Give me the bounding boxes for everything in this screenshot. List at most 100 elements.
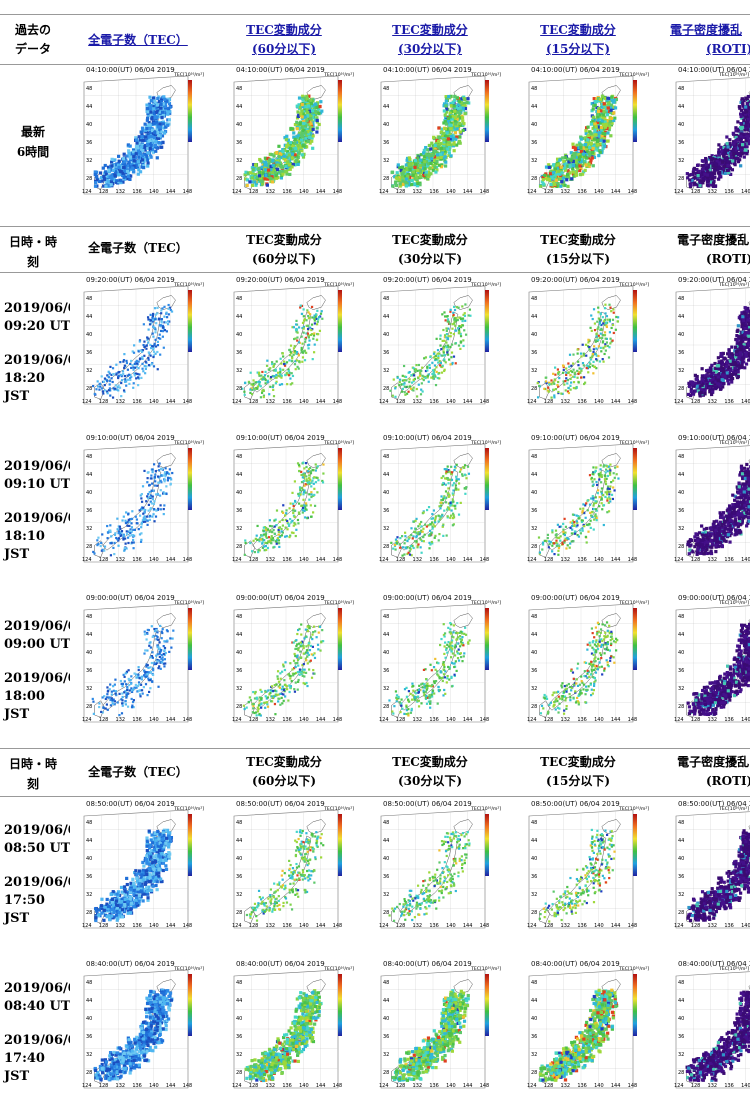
svg-text:40: 40: [236, 122, 242, 128]
svg-text:36: 36: [86, 140, 92, 146]
subheader2-col-60: TEC変動成分(60分以下): [216, 750, 352, 794]
link-roti[interactable]: 電子密度擾乱: [670, 23, 742, 37]
svg-text:48: 48: [86, 86, 92, 92]
header-col-roti[interactable]: 電子密度擾乱 (ROTI): [662, 18, 750, 62]
link-tec-60-sub[interactable]: (60分以下): [252, 42, 316, 56]
subheader-col-15: TEC変動成分(15分以下): [510, 228, 646, 272]
subheader-col-30: TEC変動成分(30分以下): [362, 228, 498, 272]
map-unit-label: TEC[10¹⁶/m²]: [324, 73, 354, 78]
svg-text:144: 144: [166, 399, 176, 405]
svg-text:40: 40: [531, 122, 537, 128]
svg-text:144: 144: [611, 189, 621, 195]
map-unit-label: TEC[10¹⁶/m²]: [174, 967, 204, 972]
map-timestamp: 09:10:00(UT) 06/04 2019: [86, 434, 175, 442]
svg-text:124: 124: [379, 189, 389, 195]
svg-text:32: 32: [383, 158, 389, 164]
svg-text:36: 36: [678, 140, 684, 146]
svg-text:128: 128: [99, 189, 109, 195]
header-col-30[interactable]: TEC変動成分 (30分以下): [362, 18, 498, 62]
svg-text:44: 44: [86, 104, 92, 110]
map-unit-label: TEC[10¹⁶/m²]: [324, 283, 354, 288]
link-tec-15[interactable]: TEC変動成分: [540, 23, 616, 37]
svg-text:28: 28: [86, 176, 92, 182]
subheader2-col-30: TEC変動成分(30分以下): [362, 750, 498, 794]
map-roti[interactable]: 48444036322812412813213614014414809:10:0…: [662, 434, 750, 574]
svg-text:136: 136: [132, 189, 142, 195]
map-timestamp: 08:40:00(UT) 06/04 2019: [86, 960, 175, 968]
map-roti[interactable]: 48444036322812412813213614014414809:20:0…: [662, 276, 750, 416]
map-unit-label: TEC[10¹⁶/m²]: [471, 441, 501, 446]
map-timestamp: 04:10:00(UT) 06/04 2019: [383, 66, 472, 74]
map-roti[interactable]: 48444036322812412813213614014414804:10:0…: [662, 66, 750, 206]
svg-text:44: 44: [236, 314, 242, 320]
link-tec-30[interactable]: TEC変動成分: [392, 23, 468, 37]
header-col-60[interactable]: TEC変動成分 (60分以下): [216, 18, 352, 62]
map-timestamp: 09:00:00(UT) 06/04 2019: [86, 594, 175, 602]
header-col-15[interactable]: TEC変動成分 (15分以下): [510, 18, 646, 62]
link-tec-15-sub[interactable]: (15分以下): [546, 42, 610, 56]
map-timestamp: 09:10:00(UT) 06/04 2019: [383, 434, 472, 442]
svg-text:36: 36: [383, 140, 389, 146]
svg-text:124: 124: [232, 399, 242, 405]
map-roti[interactable]: 48444036322812412813213614014414808:40:0…: [662, 960, 750, 1100]
svg-text:28: 28: [531, 386, 537, 392]
svg-text:28: 28: [383, 386, 389, 392]
svg-text:36: 36: [531, 140, 537, 146]
map-unit-label: TEC[10¹⁶/m²]: [719, 967, 749, 972]
link-tec[interactable]: 全電子数（TEC）: [88, 33, 188, 47]
svg-text:148: 148: [480, 189, 490, 195]
svg-text:136: 136: [724, 189, 734, 195]
map-roti[interactable]: 48444036322812412813213614014414809:00:0…: [662, 594, 750, 734]
link-tec-30-sub[interactable]: (30分以下): [398, 42, 462, 56]
svg-text:36: 36: [531, 350, 537, 356]
svg-text:40: 40: [383, 122, 389, 128]
svg-text:140: 140: [446, 189, 456, 195]
svg-text:144: 144: [463, 399, 473, 405]
map-unit-label: TEC[10¹⁶/m²]: [471, 283, 501, 288]
map-unit-label: TEC[10¹⁶/m²]: [719, 283, 749, 288]
map-timestamp: 09:10:00(UT) 06/04 2019: [236, 434, 325, 442]
svg-text:36: 36: [236, 140, 242, 146]
map-roti[interactable]: 48444036322812412813213614014414808:50:0…: [662, 800, 750, 940]
map-timestamp: 08:50:00(UT) 06/04 2019: [86, 800, 175, 808]
svg-text:48: 48: [236, 296, 242, 302]
link-tec-60[interactable]: TEC変動成分: [246, 23, 322, 37]
svg-text:48: 48: [678, 86, 684, 92]
map-timestamp: 04:10:00(UT) 06/04 2019: [236, 66, 325, 74]
map-timestamp: 09:20:00(UT) 06/04 2019: [236, 276, 325, 284]
svg-text:144: 144: [316, 189, 326, 195]
svg-text:148: 148: [183, 189, 193, 195]
svg-text:148: 148: [333, 189, 343, 195]
link-roti-sub[interactable]: (ROTI): [706, 42, 750, 56]
map-unit-label: TEC[10¹⁶/m²]: [471, 807, 501, 812]
svg-text:40: 40: [86, 122, 92, 128]
svg-text:148: 148: [480, 399, 490, 405]
header-col-tec[interactable]: 全電子数（TEC）: [70, 18, 206, 62]
map-unit-label: TEC[10¹⁶/m²]: [471, 601, 501, 606]
map-unit-label: TEC[10¹⁶/m²]: [471, 967, 501, 972]
